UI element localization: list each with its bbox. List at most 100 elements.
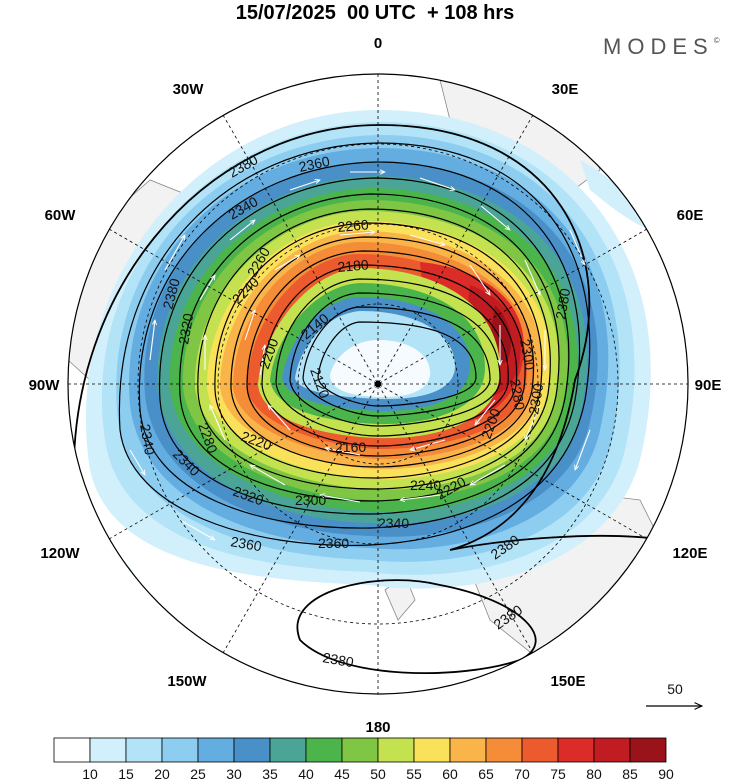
colorbar-label: 45 [334,766,350,782]
lon-label-150w: 150W [167,673,207,690]
colorbar-swatch [305,737,343,763]
wind-vector [400,494,441,500]
contour-label: 2360 [318,535,349,551]
contour-label: 2300 [525,382,546,416]
colorbar-swatch [413,737,451,763]
contour-label: 2340 [137,423,158,457]
wind-vector [250,465,286,486]
contour-label: 2320 [175,312,196,346]
reference-vector: 50 [646,681,702,706]
colorbar: 10 15 20 25 30 35 40 45 50 55 60 65 70 75 80 85 90 [53,737,674,782]
longitude-labels: 0 30E 60E 90E 120E 150E 180 150W 120W 90… [29,35,722,736]
contour-2220 [246,250,526,457]
wind-vector [339,232,375,236]
wind-vector [479,204,510,230]
contour-label: 2260 [337,216,370,235]
colorbar-swatch [233,737,271,763]
contour-label: 2300 [517,338,538,372]
lon-label-60w: 60W [45,207,77,224]
map-boundary [67,73,689,695]
contour-label: 2180 [337,256,370,275]
wind-vector [320,495,361,503]
reference-vector-value: 50 [667,681,683,697]
wind-vector [179,519,215,540]
brand-name: MODES [603,34,714,59]
contour-2340 [138,161,581,529]
map-disc: 2380 2360 2340 2260 2180 2140 2120 2160 … [68,74,688,694]
contour-2380-south [296,579,537,674]
wind-vector [274,255,300,271]
colorbar-label: 20 [154,766,170,782]
contour-2120 [317,321,477,407]
contour-label: 2340 [378,515,409,531]
contour-2300 [179,193,560,502]
band-10-core [330,340,431,398]
colorbar-label: 85 [622,766,638,782]
wind-vector [524,259,540,295]
contour-2140 [302,306,491,417]
colorbar-swatch [161,737,199,763]
wind-vector [569,229,585,265]
colorbar-swatch [269,737,307,763]
wind-vector [289,180,320,191]
brand-mark: © [713,36,720,45]
wind-speed-shading [85,110,660,640]
colorbar-swatch [557,737,595,763]
colorbar-label: 80 [586,766,602,782]
wind-vector [525,404,541,440]
colorbar-swatch [593,737,631,763]
lon-label-60e: 60E [677,207,704,224]
map-title: 15/07/2025 00 UTC + 108 hrs [235,2,515,24]
contour-label: 2240 [410,477,441,493]
lon-label-180: 180 [365,719,390,736]
contour-label: 2300 [295,492,326,508]
contour-label: 2360 [297,153,331,175]
colorbar-label: 70 [514,766,530,782]
contour-label: 2380 [321,649,355,670]
colorbar-label: 50 [370,766,386,782]
lon-label-90e: 90E [695,377,722,394]
lon-label-120e: 120E [672,545,707,562]
wind-vector [575,429,591,470]
lon-label-30w: 30W [173,81,205,98]
colorbar-swatch [377,737,415,763]
colorbar-label: 40 [298,766,314,782]
contour-label: 2160 [335,439,366,455]
wind-vector [475,399,496,425]
colorbar-swatch [125,737,163,763]
colorbar-swatch [485,737,523,763]
wind-vector [409,234,445,245]
lon-label-150e: 150E [550,673,585,690]
contour-2280 [197,208,551,490]
colorbar-swatch [521,737,559,763]
colorbar-label: 90 [658,766,674,782]
wind-vectors [129,172,591,540]
lon-label-0: 0 [374,35,382,52]
colorbar-label: 60 [442,766,458,782]
graticule [68,74,688,694]
colorbar-label: 25 [190,766,206,782]
wind-vector [470,464,506,485]
colorbar-label: 30 [226,766,242,782]
contour-label: 2360 [229,533,263,554]
wind-vector [259,345,265,376]
wind-vector [419,177,455,190]
colorbar-label: 75 [550,766,566,782]
contour-2180 [275,278,509,437]
contour-2320 [158,177,570,515]
lon-label-90w: 90W [29,377,61,394]
contour-2380-outer [73,124,666,551]
lon-label-30e: 30E [552,81,579,98]
wind-vector [410,439,446,450]
colorbar-swatch [341,737,379,763]
colorbar-swatch [197,737,235,763]
contour-label: 2280 [507,378,528,412]
wind-vector [325,448,361,456]
contour-label: 2380 [159,276,183,310]
colorbar-label: 35 [262,766,278,782]
wind-vector [244,310,255,341]
wind-vector [199,275,215,301]
wind-vector [164,235,185,271]
wind-vector [210,405,226,441]
